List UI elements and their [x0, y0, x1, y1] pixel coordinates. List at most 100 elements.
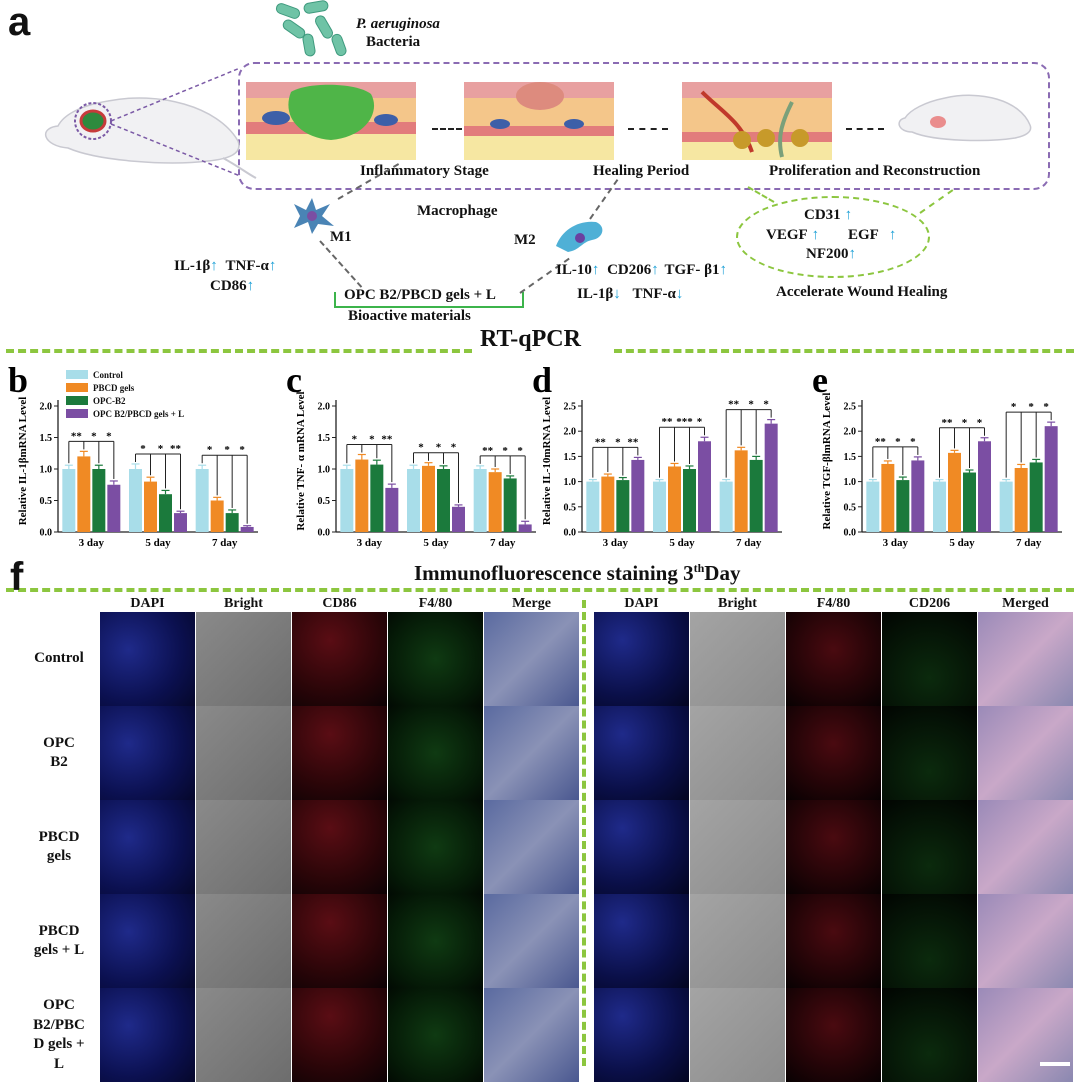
- healing-marker-vegf: VEGF ↑: [766, 227, 820, 243]
- sig-star: *: [962, 417, 968, 429]
- column-header-right-0: DAPI: [624, 596, 659, 611]
- y-axis-label: Relative TNF- α mRNA Level: [295, 391, 307, 530]
- sig-star: **: [627, 436, 639, 448]
- y-tick-label: 0.5: [844, 502, 857, 513]
- bar: [719, 481, 733, 532]
- micrograph-left-r2-c2: [292, 800, 387, 894]
- micrograph-right-r0-c0: [594, 612, 689, 706]
- column-header-right-2: F4/80: [816, 596, 851, 611]
- y-tick-label: 2.0: [40, 402, 53, 413]
- chart-e: e 0.0 0.5 1.0 1.5 2.0 2.5 Relative TGF-βlmRNA L…: [804, 356, 1076, 561]
- y-axis-label: Relative IL-1βmRNA Level: [17, 397, 29, 526]
- micrograph-right-r0-c2: [786, 612, 881, 706]
- bar: [866, 481, 880, 532]
- row-label-2: PBCD gels: [38, 828, 80, 865]
- bar: [911, 460, 925, 532]
- healing-caption: Accelerate Wound Healing: [776, 284, 948, 300]
- legend-swatch-combo: [66, 409, 88, 418]
- m2-label: M2: [514, 232, 536, 248]
- x-tick-label: 7 day: [490, 537, 516, 549]
- bacteria-name: P. aeruginosa: [356, 16, 440, 32]
- chart-b: b 0.0 0.5 1.0 1.5 2.0 Relative IL-1βmRNA Level…: [0, 356, 272, 561]
- panel-letter-b: b: [8, 360, 28, 400]
- micrograph-left-r0-c3: [388, 612, 483, 706]
- x-tick-label: 5 day: [423, 537, 449, 549]
- y-tick-label: 0.0: [564, 528, 577, 539]
- m1-macrophage-icon: [294, 198, 334, 234]
- sig-star: *: [910, 436, 916, 448]
- sig-star: *: [91, 430, 97, 442]
- chart-c: c 0.0 0.5 1.0 1.5 2.0 Relative TNF- α mRNA Lev…: [278, 356, 550, 561]
- y-tick-label: 2.5: [844, 402, 857, 413]
- y-axis-label: Relative TGF-βlmRNA Level: [821, 393, 833, 530]
- column-header-right-4: Merged: [1002, 596, 1049, 611]
- sig-star: *: [224, 444, 230, 456]
- micrograph-left-r3-c4: [484, 894, 579, 988]
- bacteria-word: Bacteria: [366, 34, 421, 50]
- y-tick-label: 2.5: [564, 402, 577, 413]
- column-header-right-1: Bright: [718, 596, 757, 611]
- micrograph-right-r1-c1: [690, 706, 785, 800]
- bar: [437, 469, 450, 532]
- x-tick-label: 5 day: [949, 537, 975, 549]
- arrow-m1-to-material: [319, 240, 363, 288]
- y-tick-label: 0.5: [40, 496, 53, 507]
- sig-star: **: [482, 445, 494, 457]
- row-label-4: OPC B2/PBC D gels + L: [33, 997, 85, 1072]
- chart-svg-d: d 0.0 0.5 1.0 1.5 2.0 2.5 Relative IL-10mRNA Le…: [532, 360, 782, 549]
- micrograph-left-r0-c2: [292, 612, 387, 706]
- y-tick-label: 1.0: [564, 477, 577, 488]
- bar: [195, 469, 209, 532]
- bar: [473, 469, 487, 532]
- micrograph-left-r4-c0: [100, 988, 195, 1082]
- arrow-2: [628, 128, 668, 130]
- y-tick-label: 1.0: [318, 465, 331, 476]
- micrograph-left-r0-c1: [196, 612, 291, 706]
- bar: [698, 441, 711, 532]
- sig-star: *: [239, 444, 245, 456]
- bar: [999, 481, 1013, 532]
- column-header-left-3: F4/80: [418, 596, 453, 611]
- m1-markers-row2: CD86↑: [210, 278, 255, 294]
- bar: [210, 500, 224, 532]
- micrograph-left-r0-c4: [484, 612, 579, 706]
- healing-markers-ellipse: [736, 196, 930, 278]
- y-tick-label: 1.5: [40, 433, 53, 444]
- bar: [764, 423, 778, 532]
- bar: [631, 459, 645, 532]
- x-tick-label: 3 day: [79, 537, 105, 549]
- micrograph-right-r2-c1: [690, 800, 785, 894]
- row-label-3: PBCD gels + L: [33, 922, 85, 959]
- y-tick-label: 1.0: [844, 477, 857, 488]
- micrograph-left-r4-c4: [484, 988, 579, 1082]
- x-tick-label: 7 day: [736, 537, 762, 549]
- micrograph-right-r2-c4: [978, 800, 1073, 894]
- macrophage-label: Macrophage: [417, 203, 498, 219]
- legend-item-opcb2: OPC-B2: [66, 394, 184, 407]
- panel-letter-a: a: [8, 0, 31, 44]
- x-tick-label: 3 day: [603, 537, 629, 549]
- legend-swatch-pbcd: [66, 383, 88, 392]
- micrograph-left-r2-c0: [100, 800, 195, 894]
- micrograph-left-r2-c4: [484, 800, 579, 894]
- micrograph-right-r4-c3: [882, 988, 977, 1082]
- y-tick-label: 0.0: [318, 528, 331, 539]
- micrograph-right-r3-c2: [786, 894, 881, 988]
- arrow-1: [432, 128, 462, 130]
- y-tick-label: 2.0: [844, 427, 857, 438]
- bar: [159, 494, 172, 532]
- column-header-right-3: CD206: [908, 596, 951, 611]
- micrograph-left-r1-c3: [388, 706, 483, 800]
- micrograph-right-r2-c0: [594, 800, 689, 894]
- bar: [668, 466, 681, 532]
- sig-star: *: [502, 445, 508, 457]
- micrograph-left-r3-c0: [100, 894, 195, 988]
- chart-svg-e: e 0.0 0.5 1.0 1.5 2.0 2.5 Relative TGF-βlmRNA L…: [812, 360, 1062, 549]
- micrograph-left-r0-c0: [100, 612, 195, 706]
- micrograph-right-r0-c3: [882, 612, 977, 706]
- sig-star: *: [763, 399, 769, 411]
- micrograph-right-r3-c3: [882, 894, 977, 988]
- micrograph-right-r1-c2: [786, 706, 881, 800]
- micrograph-right-r2-c3: [882, 800, 977, 894]
- y-tick-label: 0.0: [40, 528, 53, 539]
